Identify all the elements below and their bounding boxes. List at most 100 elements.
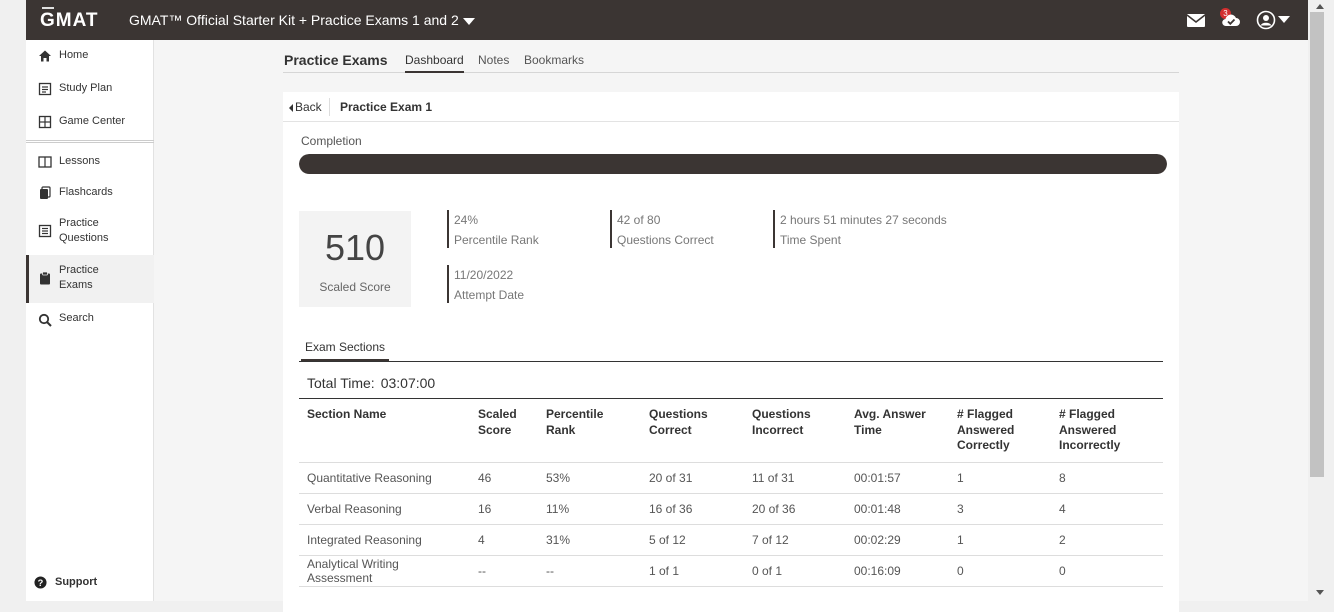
stat-time-spent: 2 hours 51 minutes 27 seconds Time Spent: [773, 210, 1013, 248]
column-header: Questions Correct: [641, 399, 744, 463]
sidebar-item-label: Lessons: [59, 155, 100, 167]
column-header: Percentile Rank: [538, 399, 641, 463]
cell-percentile-rank: 11%: [538, 493, 641, 525]
top-bar: GMAT GMAT™ Official Starter Kit + Practi…: [26, 0, 1308, 40]
exam-card-header: Back Practice Exam 1: [283, 92, 1179, 122]
tab-dashboard[interactable]: Dashboard: [405, 53, 464, 73]
search-icon: [38, 313, 52, 327]
column-header: Avg. Answer Time: [846, 399, 949, 463]
cloud-sync-icon[interactable]: [1221, 10, 1241, 30]
back-button[interactable]: Back: [289, 100, 322, 114]
cell-flagged-correct: 3: [949, 493, 1051, 525]
exam-sections-table: Section Name Scaled Score Percentile Ran…: [299, 399, 1163, 587]
column-header: Questions Incorrect: [744, 399, 846, 463]
cell-questions-incorrect: 0 of 1: [744, 555, 846, 587]
cell-flagged-incorrect: 8: [1051, 462, 1163, 494]
cell-flagged-incorrect: 0: [1051, 555, 1163, 587]
stat-value: 24%: [454, 213, 479, 227]
svg-text:?: ?: [38, 578, 44, 588]
stat-label: Percentile Rank: [454, 233, 539, 247]
chevron-down-icon: [462, 17, 475, 25]
header-divider: [329, 98, 330, 116]
cell-flagged-correct: 1: [949, 524, 1051, 556]
sidebar-divider: [26, 140, 154, 143]
cell-percentile-rank: 53%: [538, 462, 641, 494]
practice-questions-icon: [38, 224, 52, 238]
scaled-score-value: 510: [324, 227, 386, 268]
cell-questions-incorrect: 20 of 36: [744, 493, 846, 525]
sidebar-item-study-plan[interactable]: Study Plan: [26, 72, 154, 105]
scroll-down-arrow-icon[interactable]: [1316, 590, 1324, 595]
help-icon: ?: [34, 576, 47, 589]
column-header: Section Name: [299, 399, 470, 463]
column-header: # Flagged Answered Correctly: [949, 399, 1051, 463]
support-link[interactable]: ? Support: [26, 572, 154, 594]
cell-flagged-incorrect: 4: [1051, 493, 1163, 525]
sidebar-item-practice-exams[interactable]: Practice Exams: [26, 255, 154, 303]
sidebar-item-lessons[interactable]: Lessons: [26, 144, 154, 176]
cell-avg-answer-time: 00:01:48: [846, 493, 949, 525]
mail-icon[interactable]: [1186, 10, 1206, 30]
cell-percentile-rank: 31%: [538, 524, 641, 556]
sections-divider: [299, 361, 1163, 362]
sidebar-item-home[interactable]: Home: [26, 40, 154, 72]
cell-questions-correct: 16 of 36: [641, 493, 744, 525]
cell-flagged-incorrect: 2: [1051, 524, 1163, 556]
logo-accent: [42, 7, 54, 9]
page-header: Practice Exams Dashboard Notes Bookmarks: [283, 52, 1179, 73]
scroll-up-arrow-icon[interactable]: [1316, 4, 1324, 9]
table-row: Analytical Writing Assessment -- -- 1 of…: [299, 555, 1163, 587]
sidebar-item-search[interactable]: Search: [26, 303, 154, 335]
cell-questions-correct: 1 of 1: [641, 555, 744, 587]
sidebar-item-label: Study Plan: [59, 82, 113, 94]
game-center-icon: [38, 115, 52, 129]
stat-value: 11/20/2022: [454, 268, 514, 282]
user-icon[interactable]: [1256, 10, 1276, 30]
user-menu-chevron-icon[interactable]: [1278, 16, 1290, 23]
cell-section-name: Quantitative Reasoning: [299, 462, 470, 494]
cell-questions-incorrect: 7 of 12: [744, 524, 846, 556]
completion-progress-bar: [299, 154, 1167, 174]
cell-percentile-rank: --: [538, 555, 641, 587]
scrollbar-thumb[interactable]: [1310, 12, 1324, 477]
column-header: Scaled Score: [470, 399, 538, 463]
page-title: Practice Exams: [284, 52, 388, 68]
stat-value: 42 of 80: [617, 213, 661, 227]
sidebar-item-flashcards[interactable]: Flashcards: [26, 176, 154, 209]
table-row: Integrated Reasoning 4 31% 5 of 12 7 of …: [299, 524, 1163, 556]
cell-flagged-correct: 0: [949, 555, 1051, 587]
scaled-score-box: 510 Scaled Score: [299, 211, 411, 307]
sidebar-item-label: Flashcards: [59, 186, 113, 198]
scaled-score-label: Scaled Score: [319, 280, 391, 294]
sidebar-item-game-center[interactable]: Game Center: [26, 105, 154, 139]
sidebar-item-label: Practice Exams: [59, 264, 99, 291]
cell-avg-answer-time: 00:02:29: [846, 524, 949, 556]
kit-title: GMAT™ Official Starter Kit + Practice Ex…: [129, 12, 459, 28]
table-top-rule: [299, 398, 1163, 399]
lessons-icon: [38, 156, 52, 168]
cell-questions-incorrect: 11 of 31: [744, 462, 846, 494]
sidebar: Home Study Plan Game Center: [26, 40, 154, 601]
completion-label: Completion: [301, 134, 362, 148]
tab-bookmarks[interactable]: Bookmarks: [524, 53, 585, 67]
study-plan-icon: [38, 82, 52, 96]
flashcards-icon: [40, 186, 51, 199]
back-label: Back: [295, 100, 322, 114]
sidebar-item-practice-questions[interactable]: Practice Questions: [26, 209, 154, 255]
tab-notes[interactable]: Notes: [478, 53, 510, 67]
table-header-row: Section Name Scaled Score Percentile Ran…: [299, 399, 1163, 463]
chevron-left-icon: [289, 103, 293, 112]
stat-value: 2 hours 51 minutes 27 seconds: [780, 213, 947, 227]
total-time: Total Time: 03:07:00: [307, 375, 435, 391]
logo-text: GMAT: [40, 10, 99, 31]
tab-exam-sections[interactable]: Exam Sections: [301, 340, 390, 361]
cell-avg-answer-time: 00:01:57: [846, 462, 949, 494]
clipboard-icon: [40, 271, 50, 285]
cell-section-name: Verbal Reasoning: [299, 493, 470, 525]
completion-progress-fill: [299, 154, 1167, 174]
kit-selector[interactable]: GMAT™ Official Starter Kit + Practice Ex…: [129, 12, 475, 28]
stat-label: Attempt Date: [454, 288, 525, 302]
total-time-value: 03:07:00: [380, 375, 436, 391]
sidebar-item-label: Home: [59, 49, 89, 61]
gmat-logo[interactable]: GMAT: [40, 7, 99, 32]
